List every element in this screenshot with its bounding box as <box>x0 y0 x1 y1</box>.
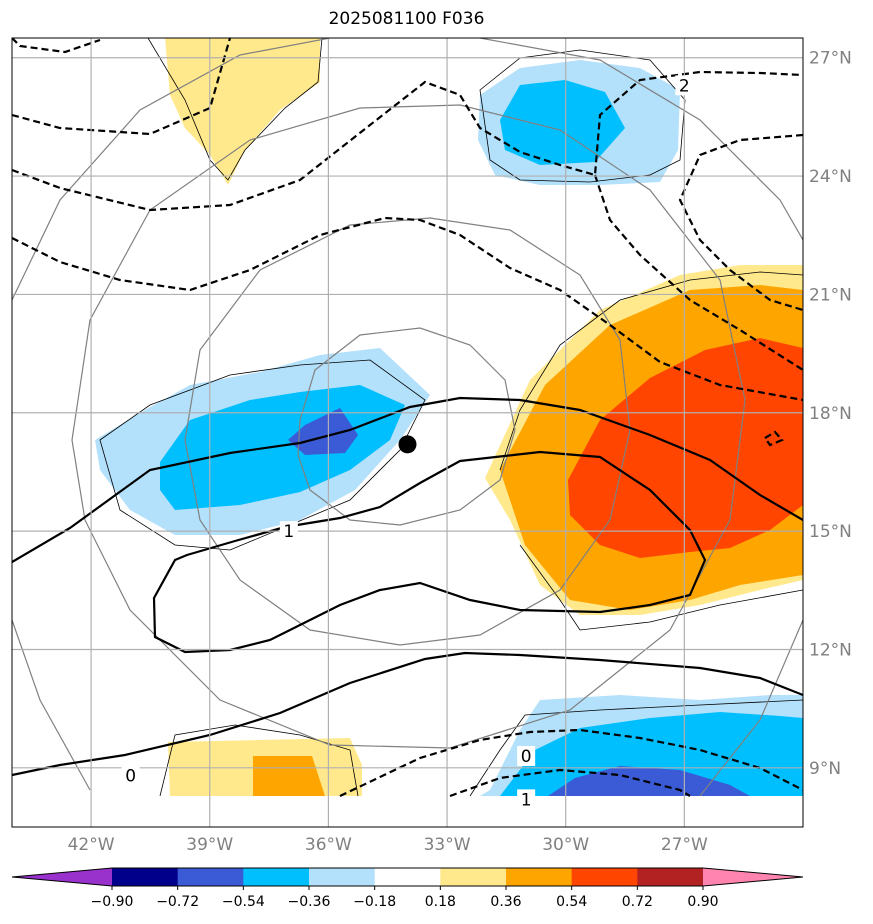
ring-4d <box>12 619 91 791</box>
lat-tick-label: 15°N <box>809 522 852 542</box>
contour-label-bg <box>279 521 298 542</box>
shading-positive-south <box>168 738 362 796</box>
lat-tick-label: 18°N <box>809 404 852 424</box>
ring-4b <box>479 38 803 241</box>
latitude-labels: 9°N 12°N 15°N 18°N 21°N 24°N 27°N <box>809 49 852 779</box>
colorbar-tick-label: −0.18 <box>353 894 396 910</box>
outline-east <box>499 271 803 471</box>
colorbar-segment <box>243 868 310 886</box>
lon-tick-label: 30°W <box>542 835 589 855</box>
ring-4c <box>699 619 803 797</box>
lat-tick-label: 12°N <box>809 640 852 660</box>
outline-northwest <box>147 38 323 181</box>
colorbar-segment <box>112 868 179 886</box>
ring-3 <box>71 104 746 749</box>
outline-east-lower <box>519 544 803 631</box>
solid-contours <box>12 396 803 777</box>
range-rings <box>12 38 803 797</box>
shading-negative-south <box>480 695 803 796</box>
lat-tick-label: 24°N <box>809 167 852 187</box>
outline-west <box>99 359 426 551</box>
shade-blue-north <box>500 80 625 165</box>
contour-label-bg <box>517 789 536 810</box>
contour-labels: 2 1 0 0 1 <box>121 75 694 810</box>
colorbar-tick-label: −0.36 <box>288 894 331 910</box>
dashed-contours <box>12 38 803 798</box>
colorbar-tick-label: −0.90 <box>91 894 134 910</box>
shade-blue-south <box>500 712 803 796</box>
colorbar-segment <box>637 868 704 886</box>
dashed-2 <box>12 38 232 136</box>
colorbar-segment <box>571 868 638 886</box>
longitude-labels: 42°W 39°W 36°W 33°W 30°W 27°W <box>68 835 708 855</box>
colorbar-tick-label: 0.54 <box>556 894 587 910</box>
lon-tick-label: 27°W <box>661 835 708 855</box>
colorbar-tick-label: 0.72 <box>622 894 653 910</box>
lon-tick-label: 42°W <box>68 835 115 855</box>
shade-orange-south <box>253 756 325 796</box>
map-panel <box>12 38 803 798</box>
dashed-top-left <box>12 38 101 54</box>
shade-red-east <box>568 338 803 558</box>
colorbar-max-extension <box>703 868 803 886</box>
contour-label: 0 <box>125 767 136 787</box>
lat-tick-label: 27°N <box>809 49 852 69</box>
contour-label-bg <box>121 765 140 786</box>
ring-2 <box>184 217 631 646</box>
shading-negative-west <box>95 348 430 535</box>
shading-positive-east <box>485 265 803 615</box>
contour-label: 2 <box>679 76 690 96</box>
colorbar-min-extension <box>12 868 112 886</box>
shading-positive-north <box>165 38 320 185</box>
colorbar: −0.90 −0.72 −0.54 −0.36 −0.18 0.18 0.36 0.54 0.7… <box>11 867 804 910</box>
lat-tick-label: 21°N <box>809 285 852 305</box>
shade-darkblue-west <box>288 408 358 455</box>
gridlines <box>12 38 803 827</box>
contour-label-bg <box>675 75 694 96</box>
dashed-s2 <box>449 768 691 798</box>
dashed-6 <box>593 174 803 371</box>
map-title: 2025081100 F036 <box>328 9 485 29</box>
colorbar-tick-label: −0.54 <box>222 894 265 910</box>
shade-yellow-northwest <box>165 38 320 185</box>
colorbar-tick-label: 0.90 <box>687 894 718 910</box>
contour-label: 0 <box>521 747 532 767</box>
colorbar-segment <box>177 868 244 886</box>
lon-tick-label: 33°W <box>424 835 471 855</box>
colorbar-segment <box>309 868 376 886</box>
colorbar-segment <box>440 868 507 886</box>
contour-0 <box>12 651 803 777</box>
dashed-4 <box>12 216 803 402</box>
dashed-5 <box>678 133 803 312</box>
colorbar-tick-label: 0.36 <box>490 894 521 910</box>
colorbar-segment <box>374 868 441 886</box>
lon-tick-label: 36°W <box>305 835 352 855</box>
map-frame <box>11 37 804 828</box>
colorbar-tick-label: 0.18 <box>425 894 456 910</box>
contour-label: 1 <box>283 522 294 542</box>
lon-tick-label: 39°W <box>186 835 233 855</box>
outline-south <box>159 724 359 797</box>
dashed-small <box>763 430 784 447</box>
ring-4 <box>12 38 331 301</box>
dashed-3 <box>12 70 803 212</box>
storm-center-marker <box>398 435 417 454</box>
contour-1-loop <box>152 450 707 654</box>
contour-label: 1 <box>521 790 532 810</box>
shade-darkblue-south <box>548 766 750 796</box>
colorbar-tick-label: −0.72 <box>156 894 199 910</box>
lat-tick-label: 9°N <box>809 759 841 779</box>
contour-label-bg <box>517 745 536 766</box>
contour-1-upper <box>12 396 803 563</box>
colorbar-segment <box>506 868 573 886</box>
